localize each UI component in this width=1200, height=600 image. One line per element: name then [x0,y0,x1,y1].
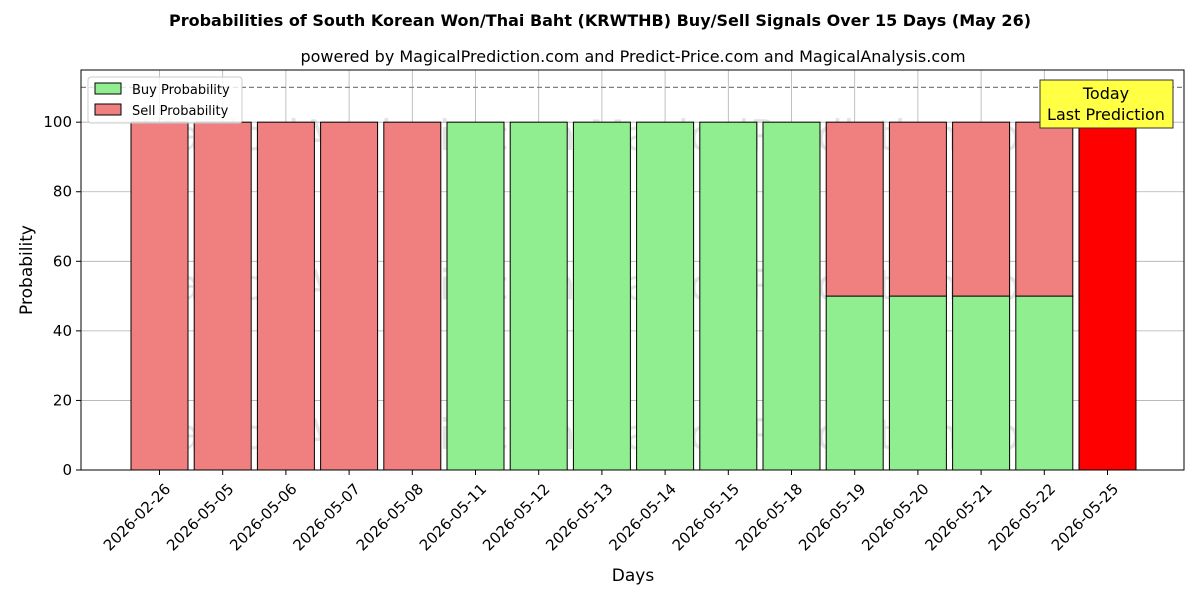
buy-bar [636,121,695,471]
x-tick-label: 2026-05-12 [479,480,553,554]
buy-bar [509,121,568,471]
buy-bar [1015,295,1074,471]
x-tick-label: 2026-05-13 [542,480,616,554]
legend-buy-label: Buy Probability [132,83,230,98]
y-ticks: 0 20 40 60 80 100 [43,113,81,479]
x-tick-label: 2026-05-15 [669,480,743,554]
chart-subtitle: powered by MagicalPrediction.com and Pre… [300,47,965,66]
buy-bar [825,295,884,471]
today-annotation-line1: Today [1082,84,1129,103]
legend-buy-swatch [94,82,122,95]
today-annotation: Today Last Prediction [1039,79,1174,129]
x-tick-label: 2026-05-14 [605,480,679,554]
sell-bar [383,121,442,471]
sell-bar [952,121,1011,297]
y-tick-label: 40 [53,322,72,340]
x-tick-label: 2026-05-11 [416,480,490,554]
chart-title: Probabilities of South Korean Won/Thai B… [169,11,1031,30]
legend-box [87,76,243,124]
sell-bar [320,121,379,471]
x-axis-label: Days [612,566,655,586]
x-ticks: 2026-02-262026-05-052026-05-062026-05-07… [100,470,1122,554]
legend: Buy Probability Sell Probability [87,76,243,124]
sell-bar [256,121,315,471]
x-tick-label: 2026-02-26 [100,480,174,554]
sell-bar [193,121,252,471]
buy-bar [572,121,631,471]
x-tick-label: 2026-05-07 [289,480,363,554]
y-tick-label: 0 [62,461,72,479]
x-tick-label: 2026-05-21 [921,480,995,554]
buy-bar [952,295,1011,471]
legend-sell-label: Sell Probability [132,104,229,119]
buy-bar [699,121,758,471]
x-tick-label: 2026-05-08 [353,480,427,554]
y-tick-label: 100 [43,113,72,131]
sell-bar [888,121,947,297]
x-tick-label: 2026-05-06 [226,480,300,554]
plot-frame [80,69,1185,471]
sell-bar [825,121,884,297]
x-tick-label: 2026-05-25 [1048,480,1122,554]
y-tick-label: 20 [53,391,72,409]
buy-bar [762,121,821,471]
y-axis-label: Probability [17,225,37,315]
x-tick-label: 2026-05-18 [732,480,806,554]
x-tick-label: 2026-05-20 [858,480,932,554]
y-tick-label: 60 [53,252,72,270]
y-tick-label: 80 [53,183,72,201]
x-tick-label: 2026-05-19 [795,480,869,554]
sell-bar [130,121,189,471]
bars [130,121,1137,471]
sell-bar [1015,121,1074,297]
legend-sell-swatch [94,103,122,116]
x-tick-label: 2026-05-22 [985,480,1059,554]
buy-bar [888,295,947,471]
x-tick-label: 2026-05-05 [163,480,237,554]
today-annotation-line2: Last Prediction [1047,105,1165,124]
buy-bar [446,121,505,471]
today-sell-bar [1078,121,1137,471]
today-annotation-box [1039,79,1174,129]
